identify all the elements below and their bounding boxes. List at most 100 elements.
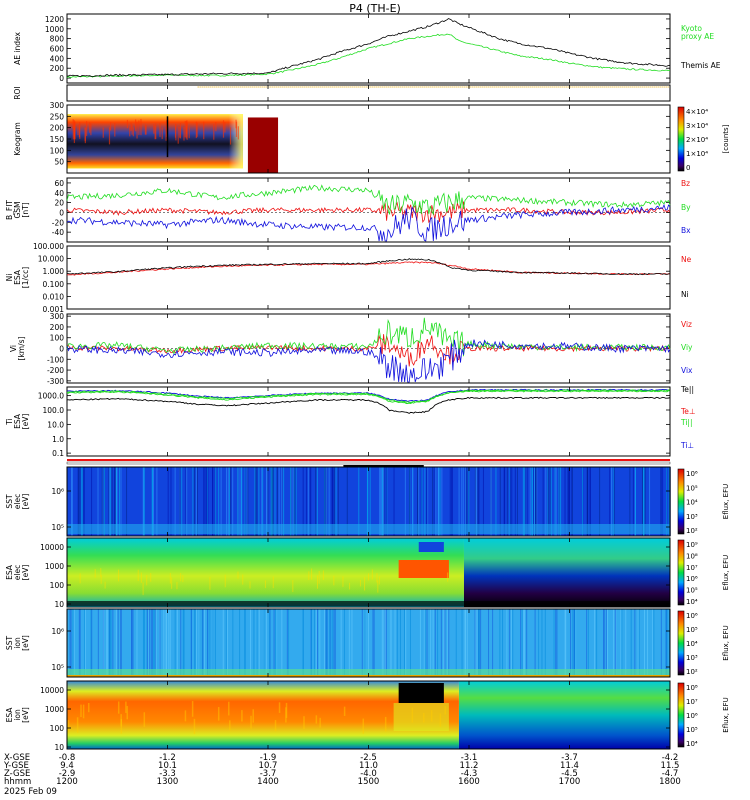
sst-e-stripe — [409, 467, 411, 536]
sst_e-ylabel: elec — [13, 494, 22, 509]
sst-e-stripe — [192, 467, 194, 536]
sst-e-stripe — [293, 467, 295, 536]
sst_e-colorbar-label: Eflux, EFU — [722, 484, 730, 519]
b-ylabel: B_FIT — [5, 200, 14, 220]
sst-i-stripe — [575, 609, 577, 677]
sst-e-stripe — [196, 467, 198, 536]
sst-e-stripe — [308, 467, 310, 536]
xcol-xgse: -1.2 — [159, 753, 176, 763]
esa_e-colorbar-tick: 10⁸ — [686, 552, 698, 560]
sst-e-stripe — [271, 467, 273, 536]
esa-i-right — [458, 681, 670, 749]
sst-i-stripe — [325, 609, 327, 677]
sst-e-stripe — [156, 467, 158, 536]
ae-frame — [66, 13, 671, 84]
keogram-colorbar-tick: 2×10⁴ — [686, 136, 708, 144]
keogram-streak — [161, 127, 163, 140]
sst-e-stripe — [641, 467, 643, 536]
sst-i-stripe — [444, 609, 446, 677]
sst-i-stripe — [555, 609, 557, 677]
keogram-streak — [195, 121, 197, 139]
sst-e-stripe — [569, 467, 571, 536]
esa-e-streak — [368, 573, 370, 581]
sst-e-stripe — [533, 467, 535, 536]
sst-i-stripe — [269, 609, 271, 677]
sst-e-stripe — [83, 467, 85, 536]
n-ytick: 10.000 — [38, 255, 64, 264]
sst-i-stripe — [400, 609, 402, 677]
sst-i-stripe — [333, 609, 335, 677]
esa-i-streak — [252, 709, 254, 723]
n-series-ne — [67, 261, 671, 276]
sst-e-stripe — [212, 467, 214, 536]
sst_i-ytick: 10⁵ — [51, 663, 64, 672]
esa-e-streak — [209, 576, 211, 590]
sst-e-stripe — [274, 467, 276, 536]
sst-e-stripe — [532, 467, 534, 536]
sst-e-stripe — [612, 467, 614, 536]
sst-i-stripe — [396, 609, 398, 677]
keogram-streak — [90, 123, 92, 136]
sst-i-stripe — [168, 609, 170, 677]
esa-i-streak — [444, 706, 447, 715]
sst-i-stripe — [227, 609, 229, 677]
sst-i-stripe — [409, 609, 411, 677]
sst_i-colorbar-tick: 10⁵ — [686, 626, 698, 634]
b-legend-2: Bx — [681, 226, 691, 235]
sst-i-stripe — [201, 609, 203, 677]
sst-e-stripe — [170, 467, 172, 536]
v-ytick: -300 — [47, 377, 64, 386]
keogram-streak — [179, 123, 182, 139]
sst-e-stripe — [203, 467, 205, 536]
sst-e-stripe — [589, 467, 591, 536]
sst-i-stripe — [634, 609, 636, 677]
sst-e-stripe — [185, 467, 187, 536]
sst-i-stripe — [194, 609, 196, 677]
esa-i-streak — [193, 718, 196, 735]
t-ytick: 0.1 — [52, 449, 64, 458]
keogram-ytick: 200 — [50, 124, 65, 133]
sst-i-stripe — [565, 609, 567, 677]
sst-i-stripe — [367, 609, 369, 677]
esa-e-right — [463, 538, 670, 607]
esa_e-ytick: 10 — [54, 600, 64, 609]
footer-date: 2025 Feb 09 — [4, 787, 57, 797]
sst-e-stripe — [292, 467, 294, 536]
sst-i-stripe — [286, 609, 288, 677]
sst-i-stripe — [117, 609, 119, 677]
sst-i-stripe — [373, 609, 375, 677]
t-legend-tiperp: Ti⊥ — [680, 441, 694, 450]
n-ytick: 100.000 — [33, 242, 64, 251]
sst-i-stripe — [204, 609, 206, 677]
sst-e-stripe — [536, 467, 538, 536]
sst-i-stripe — [131, 609, 133, 677]
sst-i-stripe — [637, 609, 639, 677]
sst-i-stripe — [165, 609, 167, 677]
keogram-streak — [177, 126, 179, 144]
sst-e-stripe — [547, 467, 549, 536]
v-ytick: 200 — [50, 323, 65, 332]
sst-i-stripe — [603, 609, 605, 677]
b-ylabel: GSM — [13, 201, 22, 218]
sst-e-stripe — [337, 467, 339, 536]
sst-e-stripe — [358, 467, 360, 536]
ae-series-kyotoproxyae — [66, 33, 671, 79]
sst-i-stripe — [90, 609, 92, 677]
esa-i-streak — [250, 715, 252, 729]
sst-e-stripe — [609, 467, 611, 536]
esa-i-streak — [303, 716, 305, 730]
sst-i-stripe — [541, 609, 543, 677]
esa-e-streak — [242, 574, 244, 585]
sst-e-stripe — [535, 467, 537, 536]
keogram-ytick: 150 — [50, 135, 65, 144]
esa-i-streak — [274, 720, 277, 732]
sst-i-stripe — [202, 609, 204, 677]
sst-e-stripe — [571, 467, 573, 536]
ae-ytick: 800 — [50, 35, 65, 44]
v-legend-0: Viz — [681, 320, 692, 329]
sst-e-stripe — [417, 467, 419, 536]
sst-e-stripe — [181, 467, 183, 536]
xrow-label-hhmm: hhmm — [4, 777, 31, 787]
sst-e-stripe — [193, 467, 195, 536]
esa-e-streak — [94, 568, 96, 578]
